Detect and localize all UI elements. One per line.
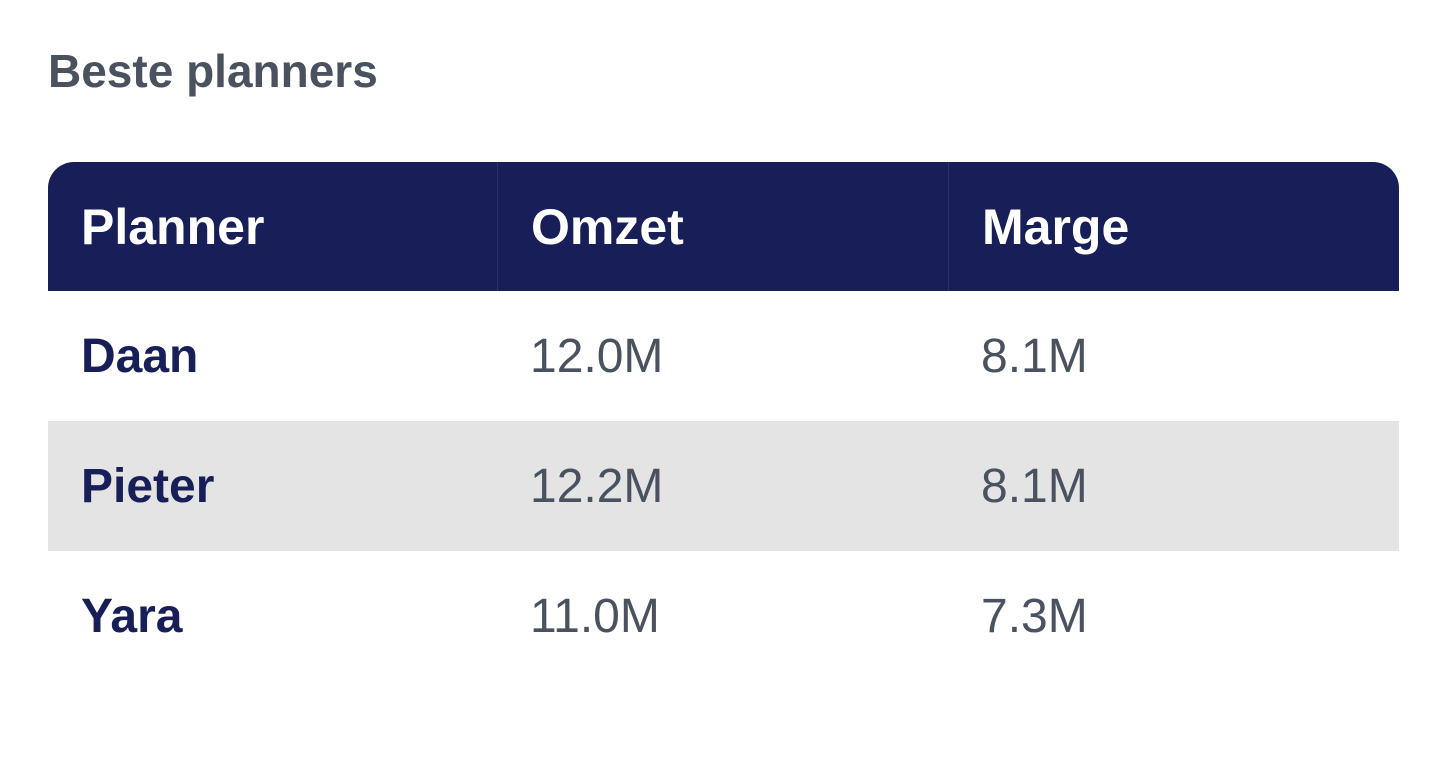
column-header: Omzet xyxy=(497,162,948,291)
column-header: Planner xyxy=(48,162,497,291)
table-row: Pieter 12.2M 8.1M xyxy=(48,421,1399,551)
table-row: Daan 12.0M 8.1M xyxy=(48,291,1399,421)
cell: 12.2M xyxy=(497,421,948,551)
table: Planner Omzet Marge Daan 12.0M 8.1M Pieter 12.… xyxy=(48,162,1399,681)
header-row: Planner Omzet Marge xyxy=(48,162,1399,291)
cell: 8.1M xyxy=(981,329,1088,383)
table-body: Daan 12.0M 8.1M Pieter 12.2M 8.1M Yara 11.0M 7.3… xyxy=(48,291,1399,681)
table-row: Yara 11.0M 7.3M xyxy=(48,551,1399,681)
cell: 11.0M xyxy=(530,589,660,643)
card-title: Beste planners xyxy=(48,45,378,97)
cell: 12.0M xyxy=(530,329,664,383)
planner-name: Yara xyxy=(81,589,183,643)
cell: 8.1M xyxy=(948,421,1399,551)
planner-name: Pieter xyxy=(48,421,497,551)
planner-name: Daan xyxy=(81,329,199,383)
cell: 7.3M xyxy=(981,589,1088,643)
column-header: Marge xyxy=(948,162,1399,291)
